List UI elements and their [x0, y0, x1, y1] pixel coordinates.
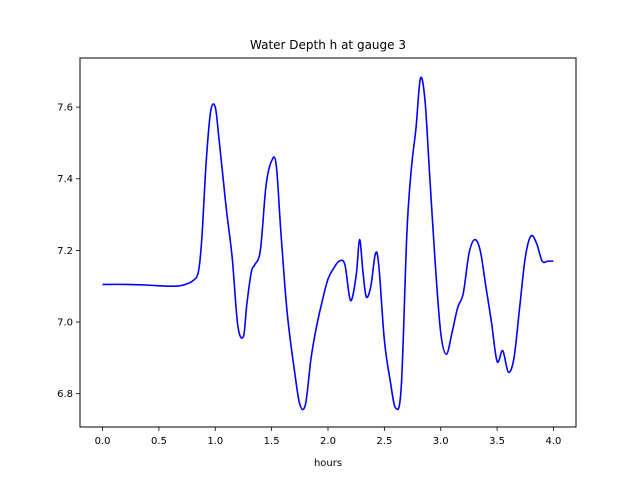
- x-tick-label: 0.5: [151, 436, 167, 447]
- x-tick-label: 0.0: [95, 436, 111, 447]
- x-tick-label: 3.5: [489, 436, 505, 447]
- y-tick-label: 7.0: [57, 318, 73, 329]
- x-axis-label: hours: [314, 458, 342, 469]
- y-tick-label: 6.8: [57, 389, 73, 400]
- y-tick-label: 7.6: [57, 103, 73, 114]
- series-layer: [102, 76, 554, 411]
- x-axis: 0.0 0.5 1.0 1.5 2.0 2.5 3.0 3.5 4.0: [95, 427, 562, 447]
- y-tick-label: 7.2: [57, 246, 73, 257]
- y-tick-label: 7.4: [57, 174, 73, 185]
- chart-title: Water Depth h at gauge 3: [250, 38, 406, 52]
- y-axis: 6.8 7.0 7.2 7.4 7.6: [57, 103, 80, 400]
- x-tick-label: 2.5: [376, 436, 392, 447]
- x-tick-label: 1.5: [264, 436, 280, 447]
- plot-area: [79, 57, 577, 428]
- x-tick-label: 1.0: [207, 436, 223, 447]
- series-line-0: [102, 76, 554, 411]
- x-tick-label: 2.0: [320, 436, 336, 447]
- x-tick-label: 4.0: [546, 436, 562, 447]
- x-tick-label: 3.0: [433, 436, 449, 447]
